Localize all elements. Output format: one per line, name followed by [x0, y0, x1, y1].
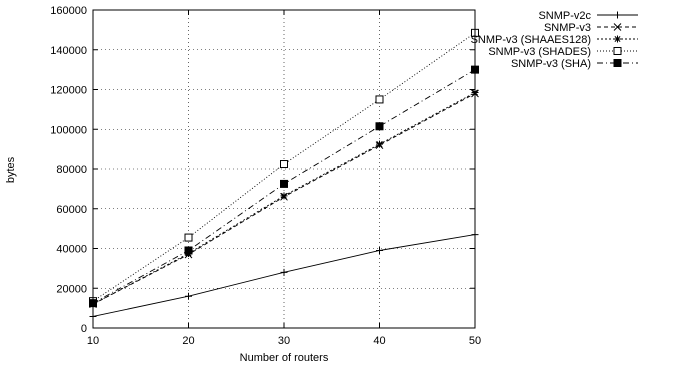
- legend-entry: SNMP-v3 (SHADES): [488, 46, 638, 58]
- legend-label: SNMP-v3 (SHAAES128): [471, 34, 591, 46]
- y-tick-label: 20000: [56, 283, 87, 295]
- legend-label: SNMP-v3 (SHA): [511, 58, 591, 70]
- legend-label: SNMP-v2c: [538, 10, 591, 22]
- x-tick-label: 20: [182, 335, 194, 347]
- y-tick-label: 80000: [56, 164, 87, 176]
- data-point-filled-square-marker: [184, 246, 193, 255]
- legend-star-marker: [614, 35, 621, 43]
- legend-label: SNMP-v3 (SHADES): [488, 46, 591, 58]
- y-tick-label: 60000: [56, 204, 87, 216]
- y-tick-label: 120000: [50, 85, 87, 97]
- legend-label: SNMP-v3: [544, 22, 591, 34]
- y-tick-label: 160000: [50, 5, 87, 17]
- legend-filled-square-marker: [613, 59, 622, 67]
- y-tick-label: 0: [81, 323, 87, 335]
- legend-entry: SNMP-v3 (SHA): [511, 58, 638, 70]
- axis-ticks: [92, 9, 476, 329]
- x-tick-label: 10: [87, 335, 99, 347]
- legend-open-square-marker: [613, 47, 622, 55]
- data-point-plus-marker: [185, 292, 192, 300]
- data-point-filled-square-marker: [280, 179, 288, 188]
- x-tick-label: 40: [373, 335, 385, 347]
- data-point-plus-marker: [280, 268, 288, 276]
- x-tick-label: 50: [469, 335, 481, 347]
- data-point-star-marker: [280, 192, 288, 200]
- x-axis-title: Number of routers: [240, 352, 329, 364]
- legend-entry: SNMP-v3 (SHAAES128): [471, 34, 638, 46]
- legend-cross-marker: [613, 23, 622, 31]
- data-point-plus-marker: [376, 246, 383, 254]
- legend-entry: SNMP-v2c: [538, 10, 638, 22]
- data-point-open-square-marker: [280, 160, 288, 169]
- x-tick-label: 30: [278, 335, 290, 347]
- data-point-filled-square-marker: [375, 122, 384, 131]
- series-line: [92, 92, 476, 305]
- y-tick-label: 140000: [50, 45, 87, 57]
- legend-entry: SNMP-v3: [544, 22, 638, 34]
- data-point-open-square-marker: [184, 233, 193, 242]
- tick-labels: 0 20000 40000 60000 80000 100000 120000 140000 1…: [50, 5, 481, 347]
- legend-plus-marker: [614, 11, 621, 19]
- data-point-star-marker: [376, 140, 383, 148]
- data-point-open-square-marker: [375, 95, 384, 104]
- y-tick-label: 100000: [50, 124, 87, 136]
- y-tick-label: 40000: [56, 244, 87, 256]
- y-axis-title: bytes: [5, 156, 17, 183]
